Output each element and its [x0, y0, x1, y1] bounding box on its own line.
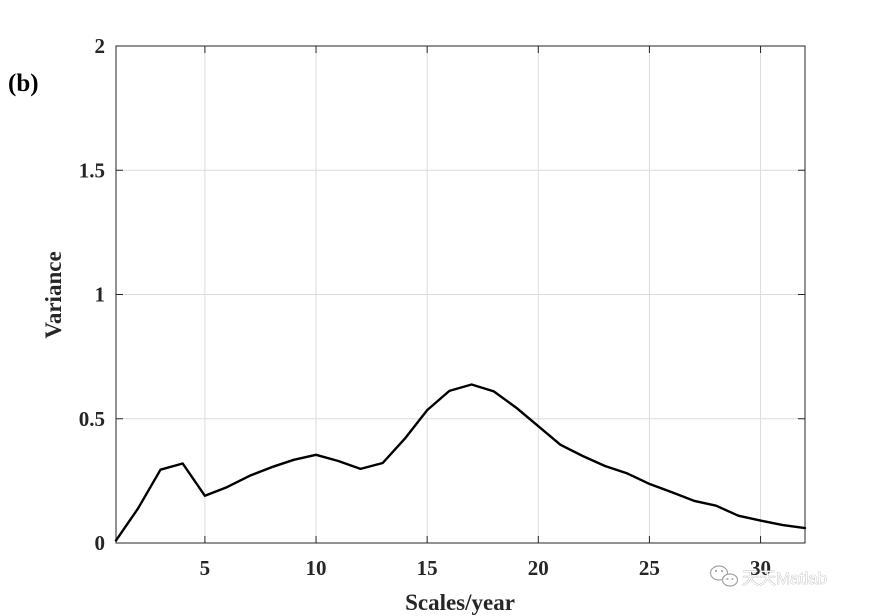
y-tick-label: 1.5 [79, 158, 105, 182]
series-line [114, 383, 807, 542]
series-lines [114, 383, 807, 542]
axis-ticks [116, 45, 805, 544]
x-tick-label: 30 [750, 556, 771, 580]
y-axis-label: Variance [41, 251, 66, 338]
x-tick-label: 5 [200, 556, 211, 580]
watermark: 天天Matlab [709, 565, 827, 588]
x-tick-label: 25 [639, 556, 660, 580]
y-tick-label: 0.5 [79, 407, 105, 431]
y-tick-label: 1 [95, 283, 106, 307]
panel-label: (b) [8, 70, 39, 97]
tick-labels: 5 10 15 20 25 30 0 0.5 1 1.5 2 [79, 34, 771, 580]
x-tick-label: 10 [306, 556, 327, 580]
x-tick-label: 15 [417, 556, 438, 580]
x-axis-label: Scales/year [405, 590, 515, 615]
y-tick-label: 2 [95, 34, 106, 58]
wechat-icon [709, 565, 739, 587]
watermark-text: 天天Matlab [742, 569, 827, 588]
x-tick-label: 20 [528, 556, 549, 580]
y-tick-label: 0 [95, 531, 106, 555]
